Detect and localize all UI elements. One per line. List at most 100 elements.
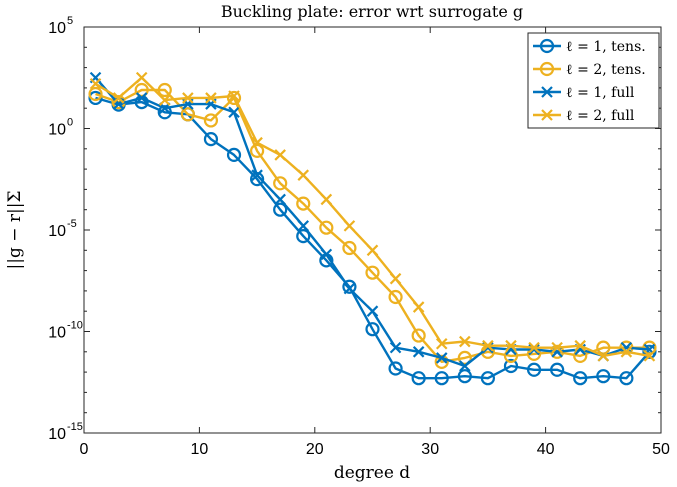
series-2-point-12 [342, 240, 357, 256]
series-1-point-7 [226, 147, 242, 163]
series-2-point-6 [203, 113, 219, 128]
series-1-point-19 [503, 358, 519, 374]
series-4-point-17-stroke-b [459, 335, 471, 348]
series-3-point-14 [389, 341, 402, 354]
series-4-point-10 [297, 169, 310, 181]
y-tick-label-5: 10 [48, 20, 66, 37]
series-1-point-24 [619, 371, 634, 386]
y-tick-label--5: 10 [48, 223, 66, 240]
series-4-point-8 [251, 136, 263, 149]
series-3-point-20 [528, 343, 540, 356]
series-3-point-18-stroke-b [482, 341, 494, 354]
x-tick-label-40: 40 [537, 441, 555, 458]
series-4-point-15-stroke-b [412, 301, 425, 313]
series-3-point-20-stroke-b [528, 343, 540, 356]
series-2-point-25 [642, 340, 657, 355]
series-4-point-25 [643, 350, 656, 362]
legend-label-3: ℓ = 1, full [566, 85, 635, 101]
series-1-point-17 [457, 369, 472, 384]
series-4-point-18-stroke-b [482, 339, 494, 352]
series-layer [88, 71, 657, 386]
series-3-point-8 [251, 169, 263, 181]
series-4 [89, 71, 656, 362]
series-1-point-6 [203, 132, 219, 147]
series-3-point-3-stroke-b [135, 92, 148, 104]
series-3-point-11 [320, 248, 333, 261]
series-3-point-11-stroke-b [320, 248, 333, 261]
series-1-point-12 [342, 279, 357, 294]
series-4-point-19 [505, 339, 517, 352]
series-3-point-13 [366, 305, 379, 317]
x-tick-label-50: 50 [652, 441, 670, 458]
y-tick-exponent-0: 0 [67, 117, 73, 129]
series-4-point-25-stroke-b [643, 350, 656, 362]
y-tick-label-0: 10 [48, 122, 66, 139]
series-1-point-14 [388, 361, 403, 376]
series-4-point-24 [620, 346, 633, 358]
x-tick-label-0: 0 [80, 441, 89, 458]
legend-marker-2 [539, 61, 555, 77]
series-4-point-4-stroke-b [159, 94, 171, 106]
series-3-point-14-stroke-b [389, 341, 402, 354]
series-3-point-7 [228, 106, 240, 119]
series-4-point-18 [482, 339, 494, 352]
series-1-point-1 [88, 90, 103, 106]
series-3-point-10-stroke-b [297, 220, 310, 232]
series-2-point-4 [157, 82, 172, 98]
series-1-point-13 [365, 322, 380, 337]
y-axis-label: ||g − r||Σ [5, 191, 25, 270]
series-2-point-13 [365, 265, 380, 280]
series-4-point-4 [159, 94, 171, 106]
y-tick-label--10: 10 [48, 325, 66, 342]
series-1-point-16 [434, 371, 449, 386]
legend: ℓ = 1, tens. ℓ = 2, tens. ℓ = 1, full ℓ = 2… [527, 32, 660, 129]
series-4-point-22 [574, 339, 586, 352]
series-4-point-11-stroke-b [320, 193, 333, 206]
series-2-point-23 [596, 340, 611, 355]
series-4-point-3 [135, 71, 148, 84]
series-4-point-22-stroke-b [574, 339, 586, 352]
series-4-point-17 [459, 335, 471, 348]
series-2-point-1 [88, 86, 103, 102]
legend-marker-3-stroke-b [541, 86, 553, 98]
series-4-point-10-stroke-b [297, 169, 310, 181]
series-3-point-24 [620, 341, 633, 354]
legend-marker-1 [539, 38, 555, 54]
x-tick-label-10: 10 [191, 441, 209, 458]
series-4-point-7 [228, 90, 240, 102]
series-4-point-7-stroke-b [228, 90, 240, 102]
legend-marker-3 [541, 86, 553, 98]
series-3-point-10 [297, 220, 310, 232]
series-4-point-20 [528, 341, 540, 354]
legend-label-1: ℓ = 1, tens. [566, 39, 646, 55]
legend-marker-4 [541, 109, 553, 121]
series-4-point-21-stroke-b [551, 341, 563, 354]
series-2-point-8 [250, 143, 265, 158]
series-4-point-3-stroke-b [135, 71, 148, 84]
series-4-point-12 [343, 220, 356, 232]
series-4-point-16 [435, 337, 448, 350]
x-axis-label: degree d [334, 463, 410, 483]
series-4-point-14-stroke-b [389, 272, 402, 285]
series-2-point-5 [180, 107, 195, 122]
series-2-point-11 [319, 220, 334, 235]
series-3-point-9-stroke-b [274, 193, 286, 206]
series-4-point-23 [597, 350, 610, 362]
series-1-point-25 [642, 344, 657, 359]
series-4-point-13 [366, 244, 379, 257]
series-3-point-17-stroke-b [459, 360, 471, 372]
series-4-point-6 [205, 92, 217, 104]
series-3-point-12 [343, 282, 356, 295]
legend-marker-4-stroke-b [541, 109, 553, 121]
series-4-point-11 [320, 193, 333, 206]
series-4-point-16-stroke-b [435, 337, 448, 350]
series-3-point-16-stroke-b [435, 352, 448, 364]
series-3-point-15-stroke-b [412, 346, 425, 358]
series-1-point-23 [596, 369, 611, 384]
series-3-point-3 [135, 92, 148, 104]
series-4-point-9 [274, 149, 286, 161]
legend-label-4: ℓ = 2, full [566, 108, 635, 124]
series-2-point-7 [226, 90, 242, 106]
y-tick-exponent--10: -10 [67, 320, 83, 332]
